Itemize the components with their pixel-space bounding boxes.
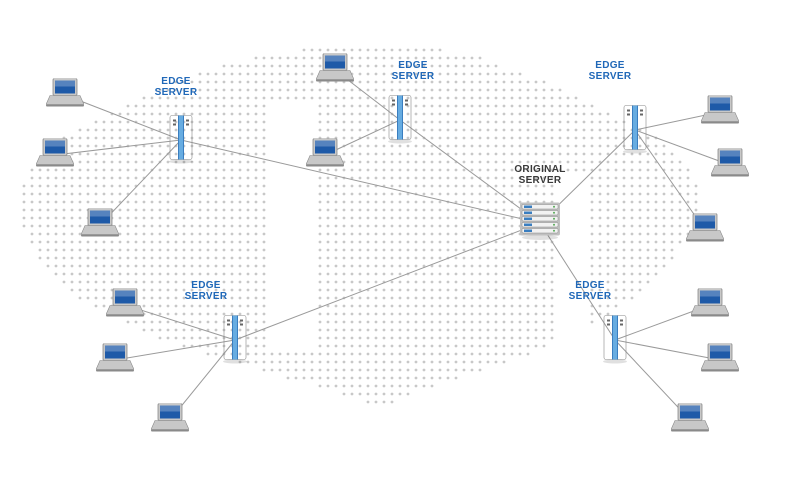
laptop-l3c bbox=[686, 214, 724, 247]
label-edge3-line2: SERVER bbox=[589, 71, 632, 82]
tower-edge2 bbox=[385, 92, 415, 149]
tower-edge5 bbox=[600, 312, 630, 369]
label-origin: ORIGINALSERVER bbox=[514, 164, 565, 186]
label-edge2: EDGESERVER bbox=[392, 60, 435, 82]
label-edge5-line1: EDGE bbox=[575, 280, 605, 291]
tower-edge4 bbox=[220, 312, 250, 369]
laptop-l2a bbox=[316, 54, 354, 87]
label-edge4-line2: SERVER bbox=[185, 291, 228, 302]
label-origin-line1: ORIGINAL bbox=[514, 164, 565, 175]
label-edge3: EDGESERVER bbox=[589, 60, 632, 82]
laptop-l3a bbox=[701, 96, 739, 129]
label-edge4-line1: EDGE bbox=[191, 280, 221, 291]
label-edge1: EDGESERVER bbox=[155, 76, 198, 98]
laptop-l1b bbox=[36, 139, 74, 172]
laptop-l1c bbox=[81, 209, 119, 242]
laptop-l4a bbox=[106, 289, 144, 322]
label-edge4: EDGESERVER bbox=[185, 280, 228, 302]
label-edge5-line2: SERVER bbox=[569, 291, 612, 302]
laptop-l5a bbox=[691, 289, 729, 322]
label-edge1-line2: SERVER bbox=[155, 87, 198, 98]
tower-edge3 bbox=[620, 102, 650, 159]
laptop-l5b bbox=[701, 344, 739, 377]
laptop-l4c bbox=[151, 404, 189, 437]
label-edge5: EDGESERVER bbox=[569, 280, 612, 302]
laptop-l3b bbox=[711, 149, 749, 182]
label-edge2-line2: SERVER bbox=[392, 71, 435, 82]
label-edge2-line1: EDGE bbox=[398, 60, 428, 71]
laptop-l4b bbox=[96, 344, 134, 377]
label-origin-line2: SERVER bbox=[519, 175, 562, 186]
laptop-l1a bbox=[46, 79, 84, 112]
tower-edge1 bbox=[166, 112, 196, 169]
rack-origin bbox=[518, 201, 562, 246]
label-edge3-line1: EDGE bbox=[595, 60, 625, 71]
laptop-l2b bbox=[306, 139, 344, 172]
label-edge1-line1: EDGE bbox=[161, 76, 191, 87]
laptop-l5c bbox=[671, 404, 709, 437]
